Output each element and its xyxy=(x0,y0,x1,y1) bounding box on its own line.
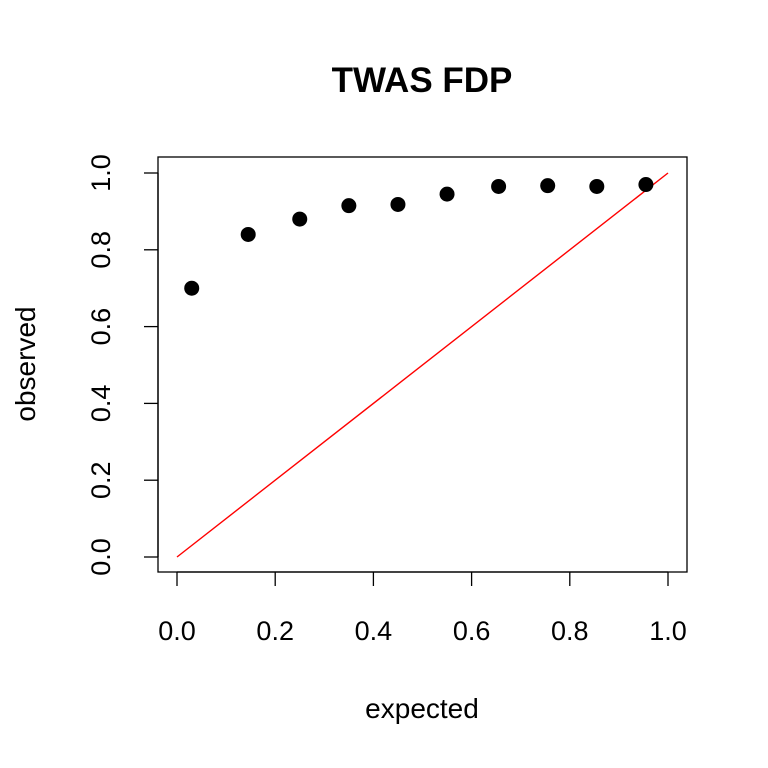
x-tick-label: 0.4 xyxy=(355,616,393,646)
y-tick-label: 1.0 xyxy=(86,154,116,192)
y-axis-label: observed xyxy=(10,306,41,421)
reference-line xyxy=(176,172,669,558)
data-points xyxy=(184,177,654,296)
data-point xyxy=(390,196,406,212)
data-point xyxy=(240,226,256,242)
data-point xyxy=(292,211,308,227)
y-tick-label: 0.4 xyxy=(86,385,116,423)
x-tick-label: 1.0 xyxy=(649,616,687,646)
y-axis: 0.0 0.2 0.4 0.6 0.8 1.0 xyxy=(86,154,159,576)
data-point xyxy=(184,280,200,296)
y-tick-label: 0.0 xyxy=(86,538,116,576)
x-tick-label: 0.0 xyxy=(158,616,196,646)
y-tick-label: 0.6 xyxy=(86,308,116,346)
x-tick-label: 0.6 xyxy=(453,616,491,646)
data-point xyxy=(491,178,507,194)
x-axis-label: expected xyxy=(365,693,479,724)
data-point xyxy=(341,198,357,214)
x-axis: 0.0 0.2 0.4 0.6 0.8 1.0 xyxy=(158,571,687,646)
data-point xyxy=(439,186,455,202)
x-tick-label: 0.8 xyxy=(551,616,589,646)
data-point xyxy=(540,178,556,194)
y-tick-label: 0.8 xyxy=(86,231,116,269)
y-tick-label: 0.2 xyxy=(86,461,116,499)
data-point xyxy=(589,178,605,194)
x-tick-label: 0.2 xyxy=(256,616,294,646)
data-point xyxy=(638,177,654,193)
chart-title: TWAS FDP xyxy=(332,61,513,100)
